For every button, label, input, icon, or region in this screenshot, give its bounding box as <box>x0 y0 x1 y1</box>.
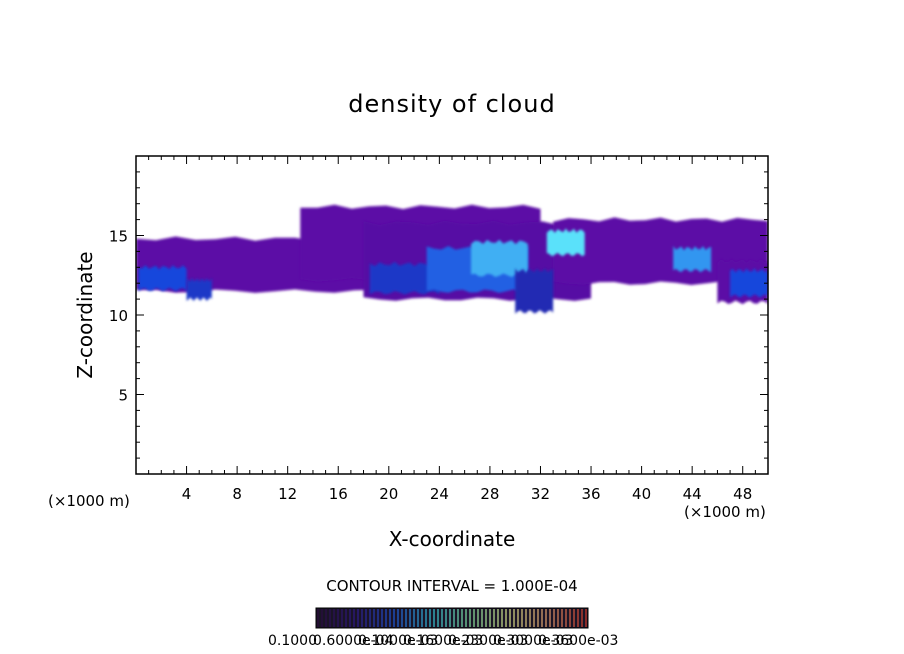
x-tick-label: 16 <box>329 485 348 503</box>
x-tick-label: 12 <box>278 485 297 503</box>
cloud-region <box>730 268 768 298</box>
colorbar-label: 0.2300e-03 <box>448 633 528 649</box>
y-axis-ticks: 5 10 15 <box>109 171 768 459</box>
colorbar-labels: 0.10000.6000e-040.1000e-030.1600e-030.23… <box>268 633 618 649</box>
x-unit-left-label: (×1000 m) <box>48 492 130 510</box>
y-tick-label: 5 <box>118 387 128 405</box>
cloud-region <box>138 265 187 292</box>
cloud-region <box>673 246 712 273</box>
contour-interval-label: CONTOUR INTERVAL = 1.000E-04 <box>326 577 577 595</box>
x-axis-ticks: 4 8 12 16 20 24 28 32 36 40 44 48 <box>148 156 756 503</box>
chart-title: density of cloud <box>348 90 555 118</box>
x-tick-label: 28 <box>480 485 499 503</box>
y-tick-label: 10 <box>109 307 128 325</box>
cloud-region <box>553 217 768 285</box>
colorbar-label: 0.1000e-03 <box>358 633 438 649</box>
colorbar-label: 0.3000e-03 <box>493 633 573 649</box>
x-tick-label: 4 <box>182 485 192 503</box>
colorbar <box>315 607 589 629</box>
x-tick-label: 20 <box>379 485 398 503</box>
plot-frame <box>135 155 769 475</box>
colorbar-label: 0.1600e-03 <box>403 633 483 649</box>
cloud-region <box>186 277 212 301</box>
x-tick-label: 36 <box>581 485 600 503</box>
y-axis-label: Z-coordinate <box>73 251 97 378</box>
cloud-region <box>546 228 585 257</box>
x-tick-label: 8 <box>232 485 242 503</box>
colorbar-label: 0.1000 <box>268 633 317 649</box>
x-tick-label: 44 <box>683 485 702 503</box>
colorbar-label: 0.3600e-03 <box>538 633 618 649</box>
x-tick-label: 32 <box>531 485 550 503</box>
cloud-region <box>515 268 554 314</box>
x-tick-label: 24 <box>430 485 449 503</box>
cloud-region <box>471 239 528 277</box>
colorbar-frame <box>315 607 589 629</box>
x-tick-label: 48 <box>733 485 752 503</box>
x-tick-label: 40 <box>632 485 651 503</box>
y-tick-label: 15 <box>109 228 128 246</box>
colorbar-label: 0.6000e-04 <box>313 633 394 649</box>
cloud-field <box>136 204 768 314</box>
x-unit-right-label: (×1000 m) <box>684 503 766 521</box>
cloud-region <box>369 261 440 295</box>
x-axis-label: X-coordinate <box>389 527 516 551</box>
